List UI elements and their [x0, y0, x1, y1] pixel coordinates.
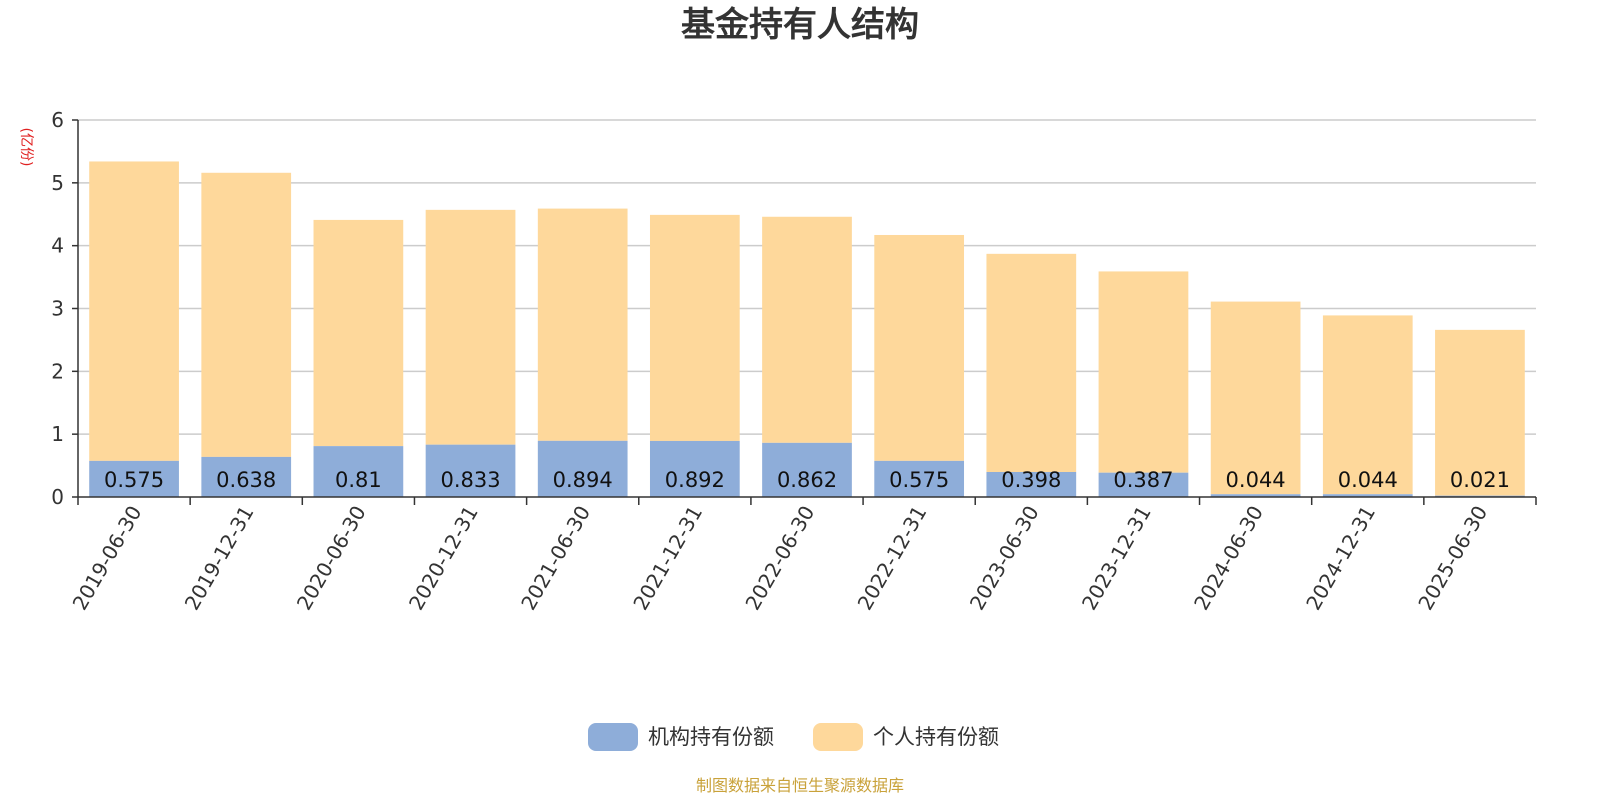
bar-individual-2022-06-30 [762, 216, 852, 443]
x-tick-label: 2023-12-31 [1077, 502, 1156, 615]
x-tick-label: 2020-06-30 [292, 502, 371, 615]
legend: 机构持有份额 个人持有份额 [588, 723, 999, 751]
bar-individual-2025-06-30 [1435, 329, 1525, 496]
data-label-institutional: 0.833 [440, 468, 500, 492]
bar-institutional-2022-06-30 [762, 442, 852, 497]
data-label-institutional: 0.892 [665, 468, 725, 492]
data-label-institutional: 0.862 [777, 468, 837, 492]
bar-institutional-2022-12-31 [874, 460, 965, 497]
bar-institutional-2023-06-30 [986, 471, 1077, 497]
bar-institutional-2024-06-30 [1210, 494, 1301, 497]
data-label-institutional: 0.044 [1226, 468, 1286, 492]
data-label-institutional: 0.81 [335, 468, 382, 492]
bar-institutional-2020-12-31 [425, 444, 516, 497]
data-label-institutional: 0.387 [1113, 468, 1173, 492]
y-tick-label: 2 [51, 359, 64, 383]
y-tick-label: 0 [51, 485, 64, 509]
data-label-institutional: 0.044 [1338, 468, 1398, 492]
bar-institutional-2020-06-30 [313, 446, 404, 497]
bar-individual-2021-12-31 [649, 214, 740, 441]
bars [89, 161, 1525, 497]
bar-individual-2019-12-31 [201, 172, 292, 457]
y-tick-label: 6 [51, 108, 64, 132]
bar-institutional-2024-12-31 [1322, 494, 1413, 497]
x-tick-label: 2021-06-30 [516, 502, 595, 615]
x-tick-label: 2024-12-31 [1301, 502, 1380, 615]
bar-individual-2022-12-31 [874, 234, 965, 461]
data-label-institutional: 0.021 [1450, 468, 1510, 492]
bar-institutional-2021-06-30 [537, 440, 628, 497]
bar-institutional-2019-12-31 [201, 456, 292, 497]
x-tick-label: 2022-12-31 [853, 502, 932, 615]
bar-individual-2023-06-30 [986, 253, 1077, 472]
x-tick-label: 2021-12-31 [628, 502, 707, 615]
bar-individual-2019-06-30 [89, 161, 179, 461]
bar-institutional-2023-12-31 [1098, 472, 1189, 497]
data-label-institutional: 0.638 [216, 468, 276, 492]
bar-individual-2024-12-31 [1322, 315, 1413, 495]
y-tick-label: 5 [51, 171, 64, 195]
data-label-institutional: 0.575 [889, 468, 949, 492]
chart-title: 基金持有人结构 [681, 5, 919, 45]
legend-label: 个人持有份额 [873, 725, 999, 749]
y-tick-label: 1 [51, 422, 64, 446]
bar-individual-2021-06-30 [537, 208, 628, 441]
bar-individual-2020-12-31 [425, 209, 516, 445]
x-tick-label: 2022-06-30 [740, 502, 819, 615]
x-tick-label: 2020-12-31 [404, 502, 483, 615]
data-labels: 0.575 0.638 0.81 0.833 0.894 0.892 0.862 0.575 0… [104, 468, 1510, 492]
data-label-institutional: 0.398 [1001, 468, 1061, 492]
y-tick-label: 4 [51, 234, 64, 258]
data-label-institutional: 0.575 [104, 468, 164, 492]
x-tick-label: 2019-12-31 [180, 502, 259, 615]
bar-institutional-2019-06-30 [89, 460, 179, 497]
x-tick-labels: 2019-06-30 2019-12-31 2020-06-30 2020-12-31… [68, 502, 1493, 615]
bar-institutional-2021-12-31 [649, 440, 740, 497]
bar-individual-2024-06-30 [1210, 301, 1301, 495]
bar-individual-2020-06-30 [313, 219, 404, 447]
x-tick-label: 2025-06-30 [1413, 502, 1492, 615]
source-note: 制图数据来自恒生聚源数据库 [696, 776, 904, 795]
legend-label: 机构持有份额 [648, 725, 774, 749]
x-tick-label: 2023-06-30 [965, 502, 1044, 615]
data-label-institutional: 0.894 [553, 468, 613, 492]
y-axis-unit-label: (亿份) [18, 128, 34, 167]
y-tick-labels: 0 1 2 3 4 5 6 [51, 108, 64, 509]
axes [72, 119, 1537, 505]
y-tick-label: 3 [51, 297, 64, 321]
x-tick-label: 2019-06-30 [68, 502, 147, 615]
bar-individual-2023-12-31 [1098, 271, 1189, 473]
legend-swatch [588, 723, 638, 751]
x-tick-label: 2024-06-30 [1189, 502, 1268, 615]
legend-swatch [813, 723, 863, 751]
